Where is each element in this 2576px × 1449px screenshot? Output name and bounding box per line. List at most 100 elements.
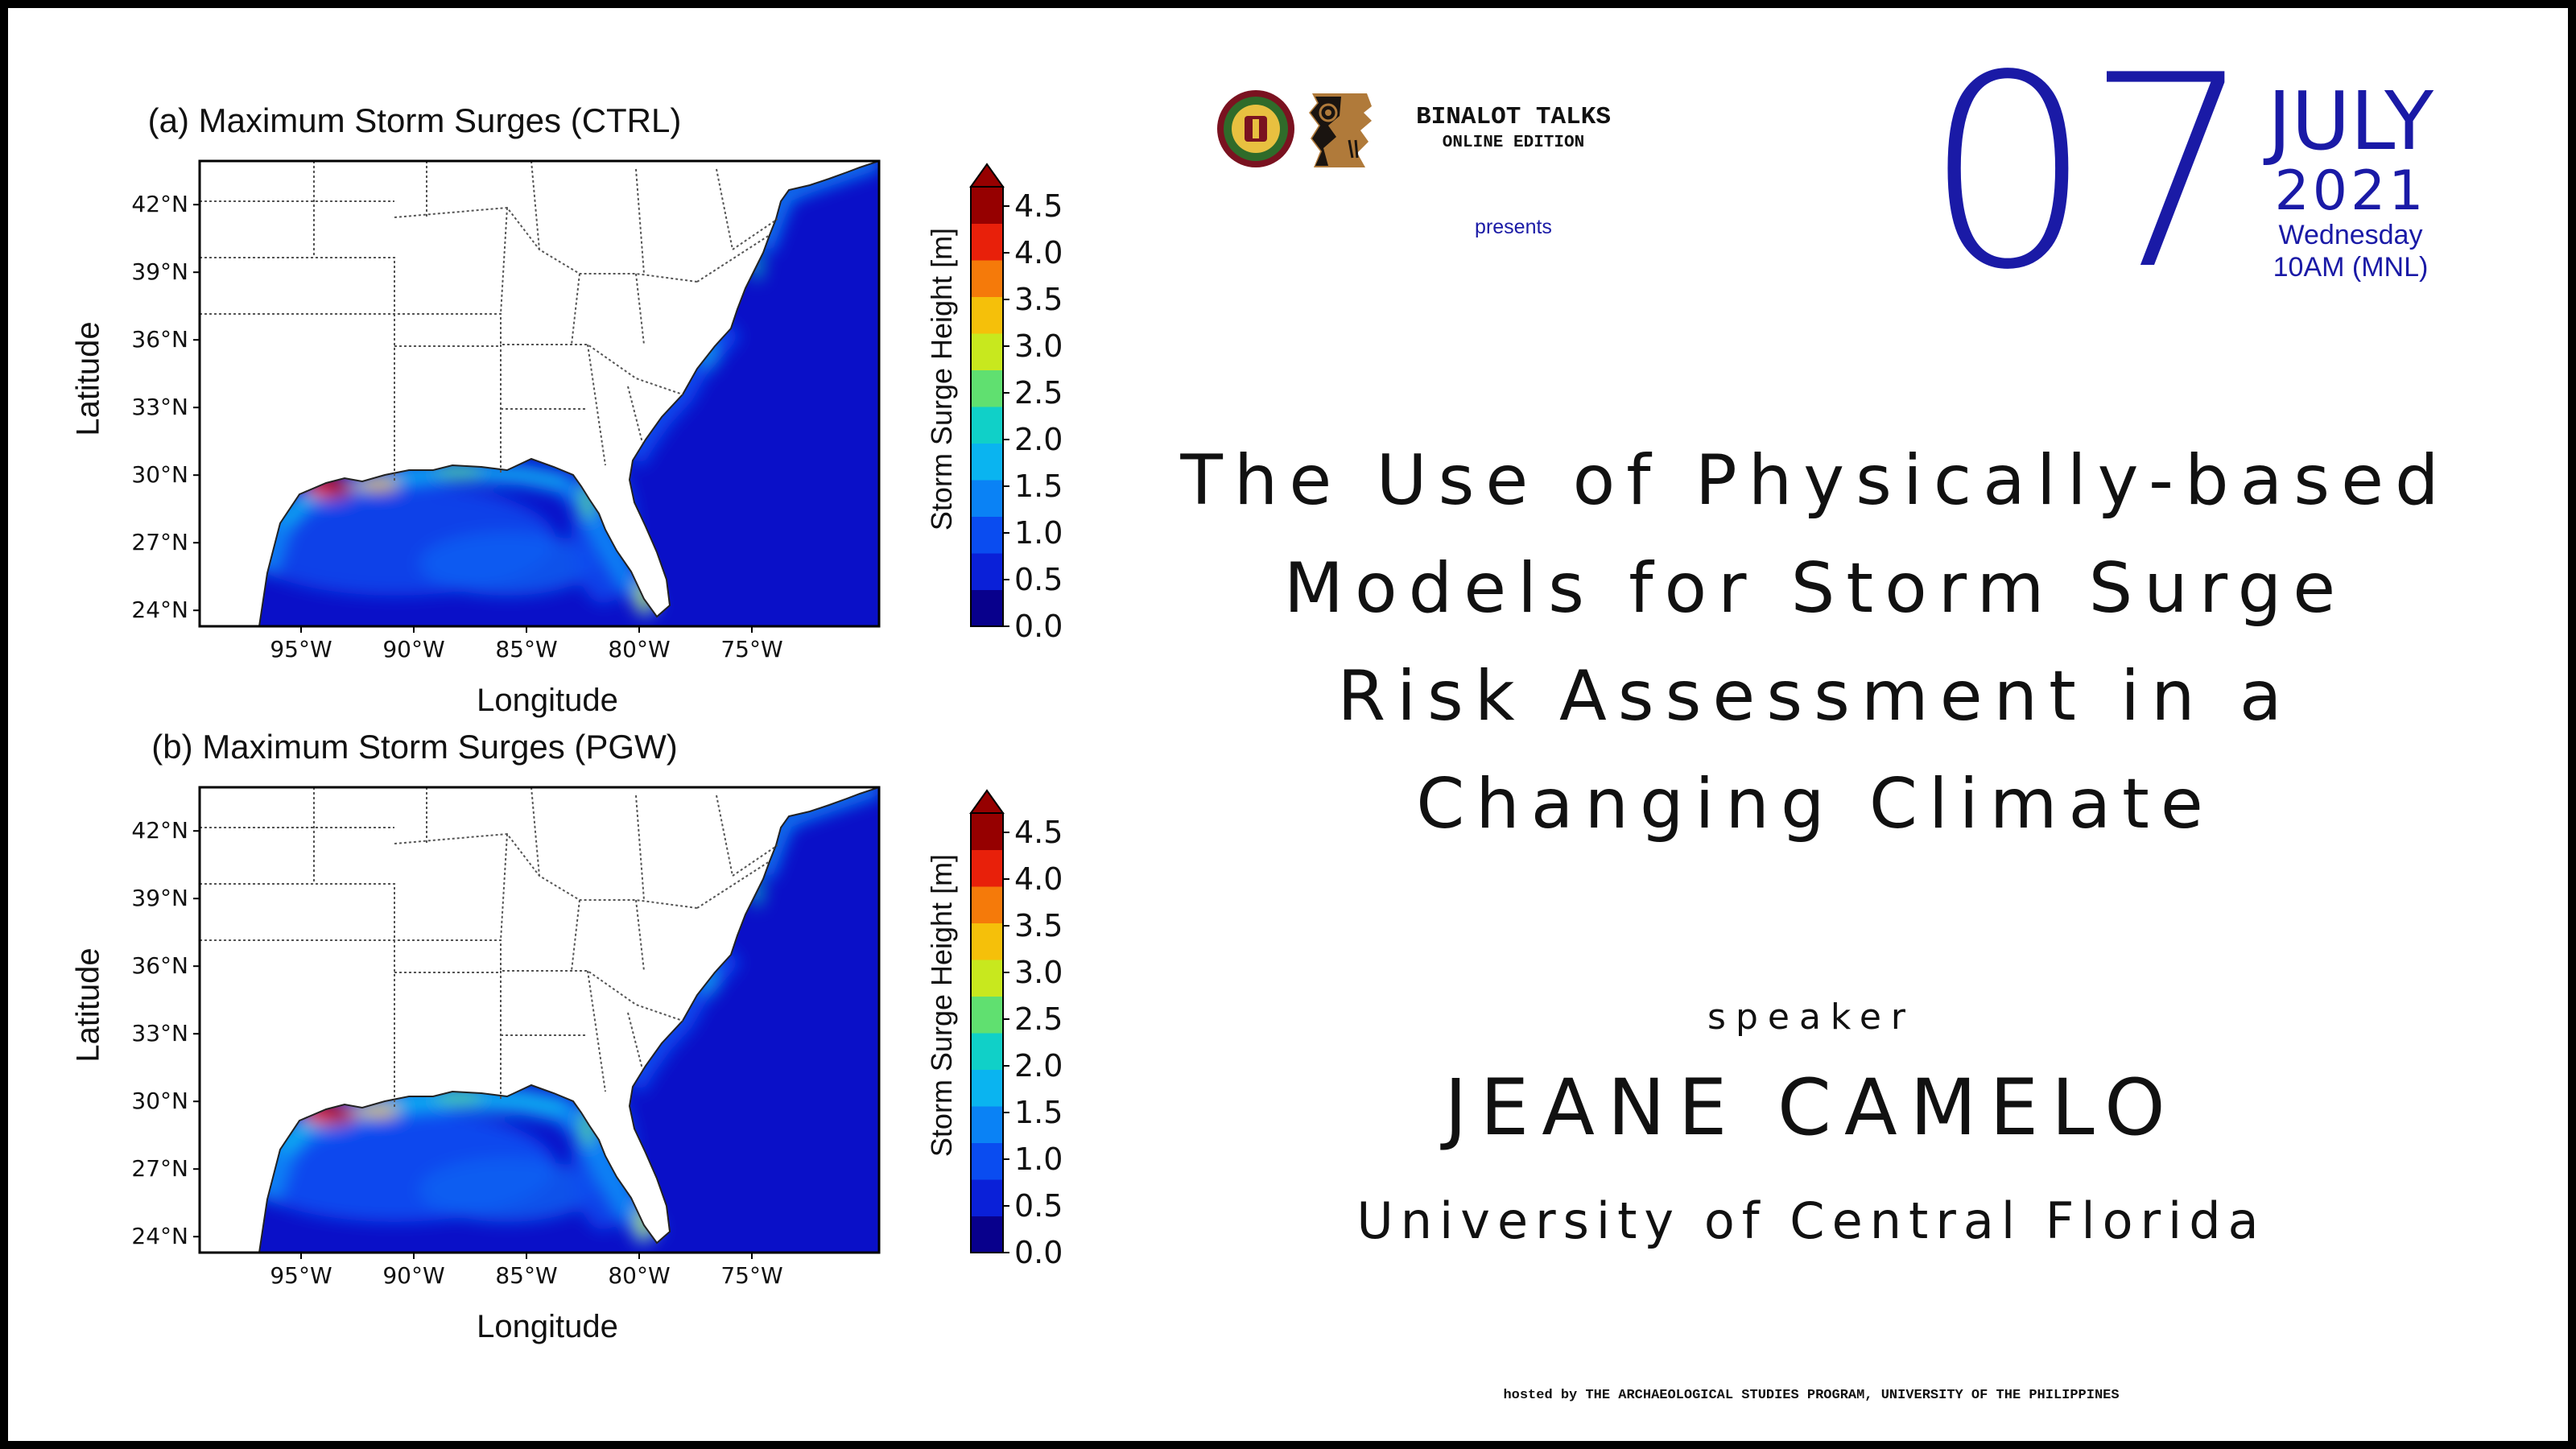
lon-tick-label: 80°W: [608, 636, 670, 663]
speaker-name: JEANE CAMELO: [1444, 1063, 2178, 1153]
colorbar-tick-label: 2.5: [1014, 375, 1063, 411]
speaker-affiliation: University of Central Florida: [1356, 1191, 2266, 1250]
lon-tick-label: 95°W: [270, 1262, 332, 1289]
colorbar-segment: [971, 1106, 1003, 1143]
state-border: [530, 787, 540, 877]
colorbar-tick-label: 3.0: [1014, 328, 1063, 364]
state-border: [635, 899, 645, 972]
program-logo: [1304, 89, 1377, 172]
colorbar-tick-label: 0.0: [1014, 609, 1063, 644]
x-axis-label: Longitude: [477, 1309, 618, 1344]
state-border: [587, 970, 606, 1092]
lat-tick-label: 39°N: [131, 258, 188, 285]
colorbar-frame: [970, 812, 1004, 1253]
land: [200, 161, 879, 626]
colorbar-tick-label: 0.0: [1014, 1235, 1063, 1270]
colorbar-segment: [971, 187, 1003, 224]
talk-title: The Use of Physically-based Models for S…: [1103, 427, 2528, 858]
state-border: [200, 883, 395, 940]
lon-tick-label: 85°W: [495, 636, 557, 663]
colorbar-segment: [971, 923, 1003, 960]
map-title: (b) Maximum Storm Surges (PGW): [151, 728, 678, 766]
lon-tick-label: 85°W: [495, 1262, 557, 1289]
poster: (a) Maximum Storm Surges (CTRL) Latitude…: [8, 8, 2568, 1441]
colorbar-tick-label: 1.0: [1014, 1141, 1063, 1177]
talk-title-line: Changing Climate: [1416, 764, 2215, 844]
colorbar-tick-label: 1.5: [1014, 469, 1063, 504]
map-title: (a) Maximum Storm Surges (CTRL): [147, 101, 682, 139]
colorbar-tick-label: 0.5: [1014, 562, 1063, 597]
colorbar-tick-label: 1.0: [1014, 515, 1063, 551]
date-time: 10AM (MNL): [2273, 252, 2429, 283]
colorbar-tick-label: 3.5: [1014, 908, 1063, 943]
colorbar-segment: [971, 886, 1003, 923]
state-border: [530, 161, 540, 250]
date-month: JULY: [2267, 74, 2434, 168]
lat-tick-label: 39°N: [131, 885, 188, 911]
lat-tick-label: 24°N: [131, 1223, 188, 1249]
state-border: [571, 273, 580, 345]
colorbar-tick-label: 2.0: [1014, 422, 1063, 457]
state-border: [587, 344, 606, 466]
colorbar-segment: [971, 260, 1003, 297]
map-frame: [198, 786, 881, 1254]
state-border: [571, 899, 580, 972]
colorbar-segment: [971, 1033, 1003, 1070]
colorbar-segment: [971, 1216, 1003, 1253]
lon-tick-label: 80°W: [608, 1262, 670, 1289]
lat-tick-label: 30°N: [131, 1088, 188, 1114]
state-border: [627, 1012, 643, 1070]
lon-tick-label: 75°W: [720, 1262, 782, 1289]
event-edition: ONLINE EDITION: [1442, 134, 1585, 152]
date-year: 2021: [2274, 159, 2427, 223]
state-border: [500, 207, 508, 315]
colorbar-extend-arrow: [969, 789, 1005, 814]
date-weekday: Wednesday: [2278, 220, 2423, 250]
colorbar-tick-label: 1.5: [1014, 1095, 1063, 1130]
state-border: [394, 206, 698, 283]
colorbar-segment: [971, 333, 1003, 370]
colorbar-tick-label: 4.0: [1014, 861, 1063, 897]
colorbar-segment: [971, 296, 1003, 334]
state-border: [627, 386, 643, 444]
map-area: [200, 787, 879, 1253]
map-panel-ctrl: (a) Maximum Storm Surges (CTRL) Latitude…: [8, 8, 1119, 718]
map-panel-pgw: (b) Maximum Storm Surges (PGW) Latitude …: [8, 634, 1119, 1344]
colorbar-segment: [971, 813, 1003, 850]
x-axis-label: Longitude: [477, 683, 618, 718]
lon-tick-label: 95°W: [270, 636, 332, 663]
state-border: [635, 795, 645, 901]
presents-label: presents: [1475, 216, 1552, 238]
colorbar-segment: [971, 1069, 1003, 1107]
colorbar-segment: [971, 480, 1003, 517]
colorbar-segment: [971, 849, 1003, 887]
state-border: [716, 168, 733, 250]
colorbar-segment: [971, 516, 1003, 554]
speaker-label: speaker: [1707, 997, 1915, 1038]
university-seal-logo: [1216, 89, 1296, 169]
talk-title-line: Models for Storm Surge: [1283, 548, 2347, 629]
colorbar-frame: [970, 186, 1004, 627]
lat-tick-label: 42°N: [131, 817, 188, 844]
colorbar-segment: [971, 1142, 1003, 1180]
map-frame: [198, 159, 881, 628]
colorbar-segment: [971, 407, 1003, 444]
map-area: [200, 161, 879, 626]
lat-tick-label: 36°N: [131, 952, 188, 979]
colorbar-segment: [971, 960, 1003, 997]
colorbar-tick-label: 4.5: [1014, 815, 1063, 850]
colorbar-tick-label: 2.0: [1014, 1048, 1063, 1084]
lon-tick-label: 75°W: [720, 636, 782, 663]
colorbar-tick-label: 2.5: [1014, 1001, 1063, 1037]
colorbar-tick-label: 4.5: [1014, 188, 1063, 224]
colorbar-tick-label: 3.0: [1014, 955, 1063, 990]
footer-host: hosted by THE ARCHAEOLOGICAL STUDIES PRO…: [1503, 1388, 2120, 1403]
lat-tick-label: 33°N: [131, 1020, 188, 1046]
colorbar-tick-label: 4.0: [1014, 235, 1063, 270]
map-chart: 42°N 39°N 36°N 33°N 30°N 27°N 24°N 95°W 90°W 85°W…: [131, 786, 1063, 1289]
lat-tick-label: 33°N: [131, 394, 188, 420]
colorbar-segment: [971, 553, 1003, 590]
state-border: [200, 257, 395, 314]
event-name: BINALOT TALKS: [1416, 103, 1611, 131]
state-border: [716, 795, 733, 877]
